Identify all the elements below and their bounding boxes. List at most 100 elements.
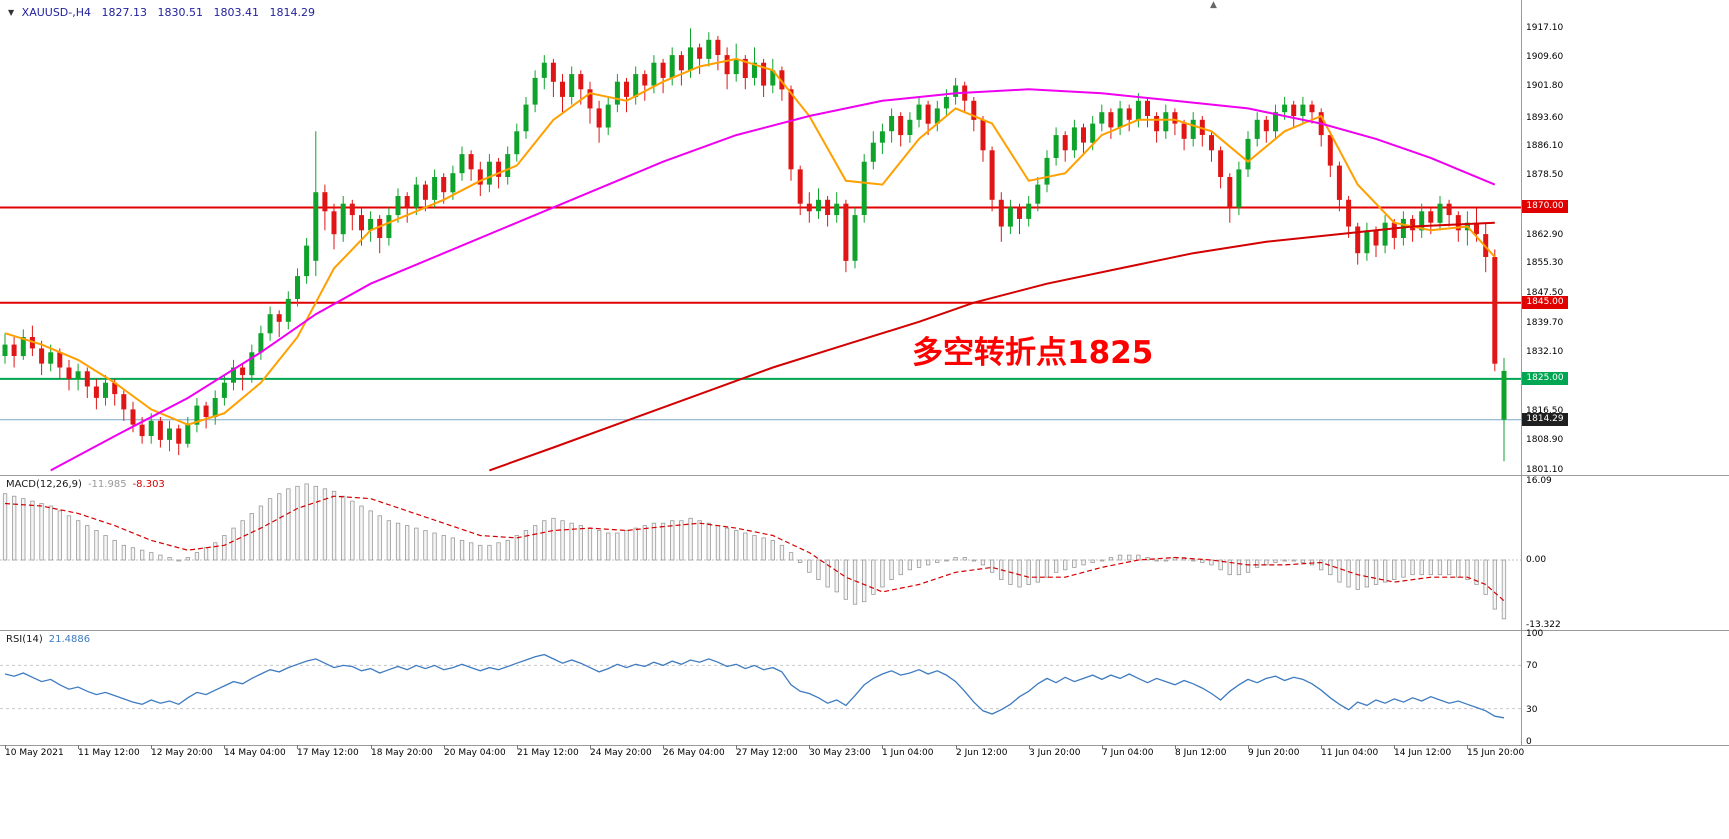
time-axis-label: 18 May 20:00: [371, 748, 433, 758]
rsi-panel-canvas[interactable]: [0, 631, 1521, 745]
macd-bar: [889, 559, 894, 581]
candle-body: [258, 333, 264, 353]
candle-body: [203, 405, 209, 417]
main-chart-canvas[interactable]: [0, 0, 1521, 476]
price-axis-label: 1855.30: [1526, 258, 1564, 268]
candle-body: [1273, 112, 1278, 132]
macd-bar: [990, 559, 995, 573]
candle-body: [761, 62, 767, 86]
candle-body: [953, 85, 959, 97]
candle-body: [1227, 177, 1233, 208]
macd-bar: [1474, 559, 1479, 585]
macd-bar: [11, 495, 17, 561]
candle-body: [779, 70, 785, 90]
macd-bar: [1191, 559, 1196, 562]
macd-bar: [1328, 559, 1333, 576]
macd-bar: [478, 544, 483, 561]
macd-bar: [1291, 559, 1296, 562]
candle-body: [1355, 226, 1361, 254]
macd-bar: [1044, 559, 1050, 578]
candle-body: [249, 352, 255, 376]
candle-body: [1263, 119, 1269, 132]
candle-body: [596, 108, 602, 128]
rsi-line: [4, 653, 1505, 719]
macd-bar: [322, 488, 328, 561]
macd-bar: [1218, 559, 1223, 571]
macd-bar: [176, 559, 181, 562]
macd-axis-label: 0.00: [1526, 555, 1547, 565]
macd-bar: [149, 552, 154, 561]
price-axis-label: 1878.50: [1526, 170, 1564, 180]
macd-bar: [633, 527, 638, 561]
annotation-text: 多空转折点1825: [912, 335, 1154, 371]
candle-body: [1172, 112, 1178, 124]
macd-bar: [450, 537, 456, 561]
macd-bar: [715, 525, 721, 561]
macd-bar: [30, 500, 35, 561]
candle-body: [39, 348, 45, 364]
candle-body: [331, 211, 337, 235]
candle-body: [1254, 119, 1260, 139]
rsi-indicator-label: RSI(14) 21.4886: [6, 634, 90, 645]
time-axis-label: 17 May 12:00: [297, 748, 359, 758]
macd-bar: [624, 530, 629, 561]
candle-body: [477, 169, 483, 185]
candle-body: [304, 245, 310, 277]
candle-body: [1044, 157, 1050, 185]
macd-bar: [185, 557, 191, 561]
macd-panel-canvas[interactable]: [0, 476, 1521, 630]
macd-bar: [340, 495, 346, 561]
macd-bar: [734, 530, 739, 561]
candle-body: [1391, 222, 1397, 238]
time-axis-label: 12 May 20:00: [151, 748, 213, 758]
macd-bar: [432, 532, 437, 561]
macd-bar: [1081, 559, 1086, 566]
macd-bar: [1337, 559, 1342, 583]
macd-bar: [76, 520, 81, 561]
macd-bar: [1090, 559, 1095, 563]
candle-body: [660, 62, 666, 78]
candle-body: [1017, 207, 1022, 219]
macd-bar: [587, 527, 593, 561]
candle-body: [240, 367, 246, 376]
candle-body: [879, 131, 885, 143]
macd-bar: [1136, 554, 1141, 561]
time-axis-tick: [736, 745, 737, 749]
candle-body: [1336, 165, 1342, 200]
panel-separator-rsi: [0, 630, 1729, 631]
chart-shift-marker-icon: ▲: [1210, 0, 1217, 10]
macd-bar: [944, 559, 949, 562]
macd-bar: [871, 559, 876, 595]
candle-body: [925, 104, 931, 124]
candle-body: [614, 81, 620, 105]
macd-bar: [514, 535, 519, 561]
candle-body: [1099, 112, 1105, 124]
candle-body: [93, 386, 99, 398]
macd-bar: [487, 544, 492, 561]
symbol-dropdown-icon[interactable]: ▼: [8, 8, 15, 17]
macd-bar: [2, 493, 8, 561]
candle-body: [285, 298, 291, 322]
candle-body: [386, 215, 392, 238]
candle-body: [788, 89, 794, 170]
macd-bar: [130, 547, 136, 561]
macd-bar: [377, 515, 382, 561]
candle-body: [943, 97, 949, 109]
time-axis-label: 24 May 20:00: [590, 748, 652, 758]
candle-body: [816, 199, 821, 212]
time-axis-tick: [297, 745, 298, 749]
candle-body: [66, 367, 72, 379]
macd-bar: [1346, 559, 1351, 588]
candle-body: [1346, 199, 1352, 227]
candle-body: [1236, 169, 1242, 208]
macd-bar: [926, 559, 931, 566]
candle-body: [825, 199, 831, 215]
macd-bar: [1319, 559, 1324, 571]
macd-bar: [249, 513, 254, 561]
macd-bar: [1145, 557, 1150, 561]
candle-body: [84, 371, 90, 387]
macd-bar: [1465, 559, 1470, 581]
time-axis-tick: [1394, 745, 1395, 749]
time-axis-label: 30 May 23:00: [809, 748, 871, 758]
candle-body: [861, 161, 867, 215]
